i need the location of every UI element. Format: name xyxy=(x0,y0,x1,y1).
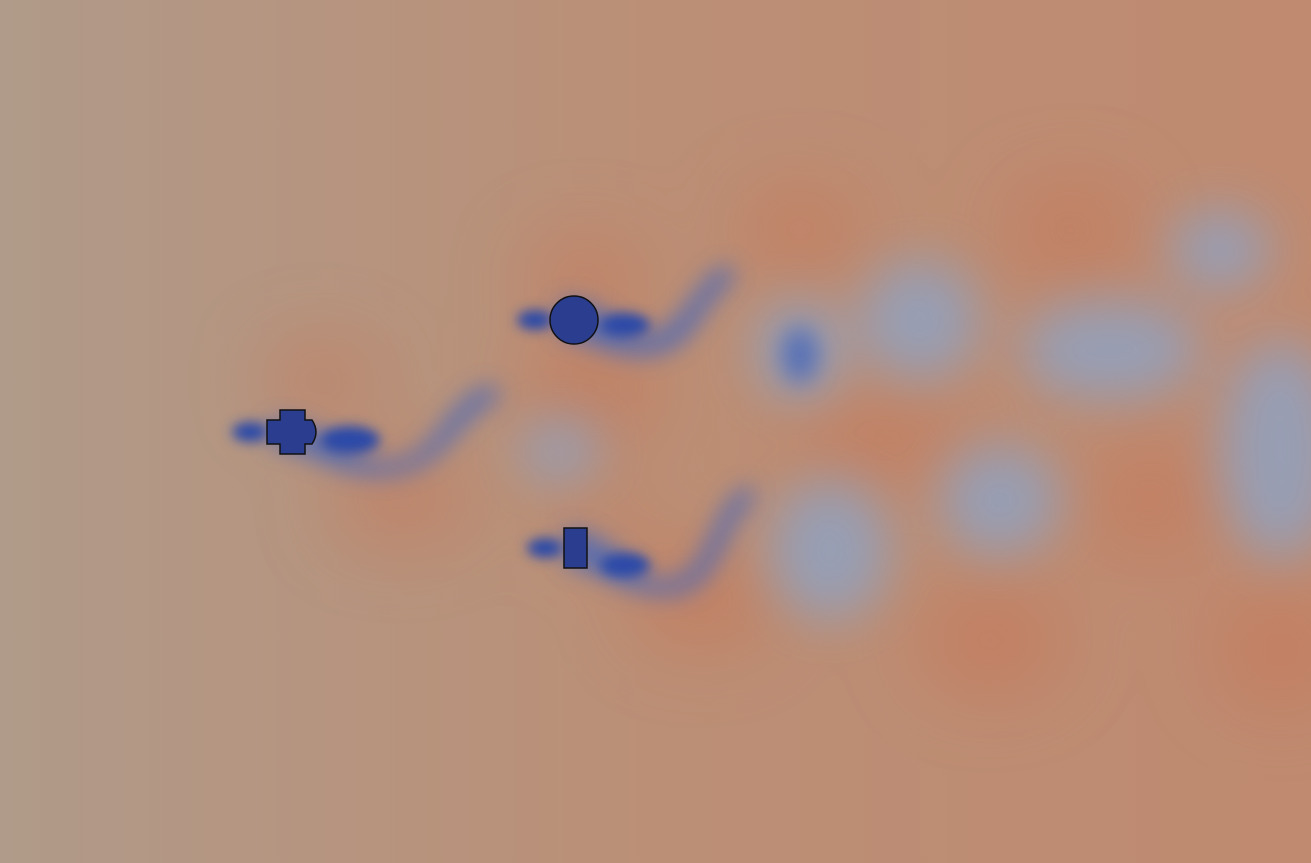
rectangle-obstacle xyxy=(563,527,588,569)
cross-obstacle xyxy=(266,409,317,455)
wake-inner xyxy=(232,310,650,577)
cylinder-obstacle xyxy=(549,295,599,345)
pressure-high xyxy=(265,185,1311,700)
